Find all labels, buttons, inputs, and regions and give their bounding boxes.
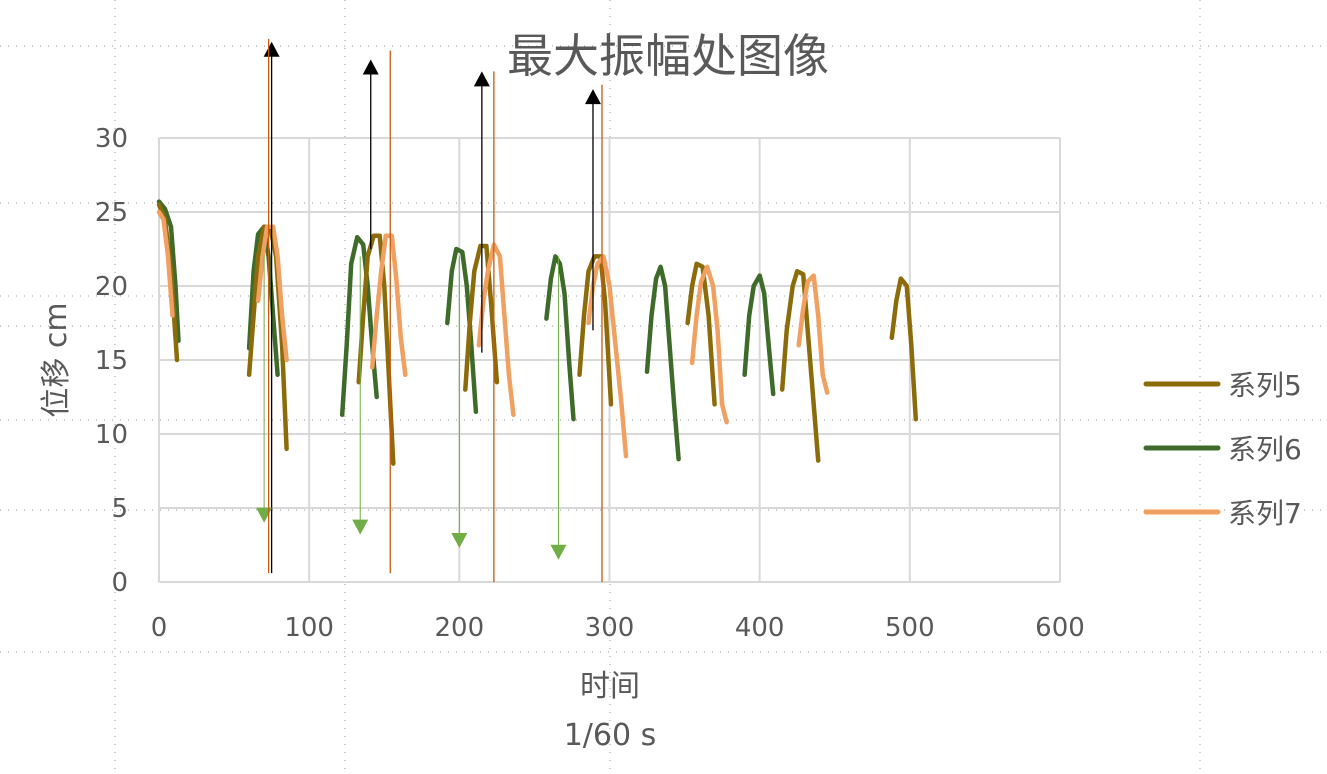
series-line-segment — [779, 268, 821, 463]
x-tick-label: 200 — [435, 613, 485, 643]
y-tick-label: 5 — [111, 494, 128, 524]
plot-area — [156, 199, 919, 466]
series-line-segment — [356, 233, 396, 466]
arrow-down-icon — [550, 544, 567, 560]
y-tick-label: 10 — [95, 420, 128, 450]
series-line-segment — [255, 224, 289, 363]
chart-title: 最大振幅处图像 — [507, 29, 829, 83]
series-line-segment — [544, 254, 576, 422]
series-line-segment — [339, 234, 379, 418]
series-line-segment — [156, 209, 175, 318]
series-line-segment — [689, 264, 729, 425]
series-line-segment — [463, 243, 500, 392]
x-axis-ticks: 0 100 200 300 400 500 600 — [151, 613, 1085, 643]
legend-label: 系列6 — [1228, 433, 1302, 466]
legend-label: 系列7 — [1228, 497, 1302, 530]
series-line-segment — [889, 276, 919, 422]
x-tick-label: 300 — [585, 613, 635, 643]
arrow-down-icon — [451, 532, 468, 548]
x-tick-label: 0 — [151, 613, 168, 643]
arrow-down-icon — [256, 507, 273, 523]
y-axis-ticks: 0 5 10 15 20 25 30 — [95, 124, 128, 598]
series-系列7 — [156, 209, 830, 459]
arrow-up-icon — [473, 71, 490, 87]
x-tick-label: 600 — [1035, 613, 1085, 643]
series-line-segment — [577, 254, 614, 407]
series-系列6 — [156, 199, 776, 462]
x-axis-unit: 1/60 s — [564, 718, 657, 753]
series-line-segment — [685, 261, 717, 407]
x-tick-label: 100 — [284, 613, 334, 643]
y-tick-label: 30 — [95, 124, 128, 154]
legend-item-系列5: 系列5 — [1143, 369, 1302, 402]
legend-label: 系列5 — [1228, 369, 1302, 402]
series-line-segment — [742, 273, 776, 397]
series-line-segment — [476, 242, 516, 418]
arrow-down-icon — [352, 519, 369, 535]
y-tick-label: 25 — [95, 198, 128, 228]
x-tick-label: 400 — [735, 613, 785, 643]
x-tick-label: 500 — [885, 613, 935, 643]
legend-item-系列7: 系列7 — [1143, 497, 1302, 530]
series-line-segment — [586, 254, 629, 459]
series-line-segment — [156, 199, 181, 344]
series-line-segment — [445, 246, 479, 415]
series-line-segment — [796, 273, 830, 395]
x-axis-title: 时间 — [580, 669, 640, 704]
y-tick-label: 20 — [95, 272, 128, 302]
y-tick-label: 15 — [95, 346, 128, 376]
legend: 系列5 系列6 系列7 — [1143, 369, 1302, 530]
series-line-segment — [369, 233, 408, 378]
y-tick-label: 0 — [111, 568, 128, 598]
series-line-segment — [644, 264, 681, 462]
annotations — [256, 38, 603, 582]
arrow-up-icon — [263, 41, 280, 57]
y-axis-title: 位移 cm — [39, 302, 74, 417]
arrow-up-icon — [584, 89, 601, 105]
arrow-up-icon — [362, 59, 379, 75]
legend-item-系列6: 系列6 — [1143, 433, 1302, 466]
